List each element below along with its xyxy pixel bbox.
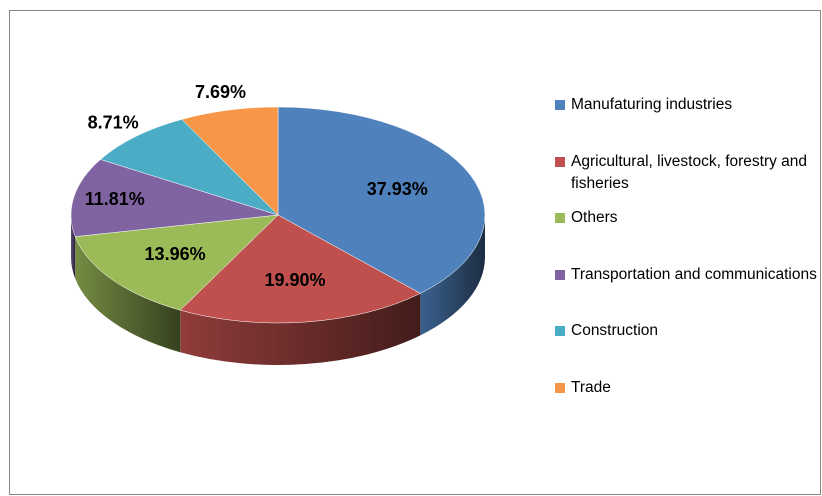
legend: Manufaturing industries Agricultural, liv…	[555, 94, 817, 434]
legend-swatch	[555, 326, 565, 337]
legend-item: Others	[555, 207, 817, 264]
data-label: 19.90%	[265, 270, 326, 290]
slice	[70, 159, 279, 237]
legend-label: Manufaturing industries	[571, 96, 733, 113]
legend-swatch	[555, 269, 565, 280]
legend-item: Manufaturing industries	[555, 94, 817, 151]
slice-side	[71, 215, 76, 279]
slice	[277, 106, 486, 294]
legend-item: Construction	[555, 320, 817, 377]
legend-label: Trade	[571, 378, 611, 396]
slice	[99, 119, 279, 216]
slice	[74, 214, 279, 311]
slice-side	[180, 293, 421, 365]
data-label: 13.96%	[145, 244, 206, 264]
data-label: 37.93%	[367, 179, 428, 199]
legend-swatch	[555, 382, 565, 393]
legend-swatch	[555, 213, 565, 224]
legend-item: Trade	[555, 377, 817, 434]
slice	[179, 214, 421, 324]
data-label: 8.71%	[88, 113, 139, 133]
legend-swatch	[555, 156, 565, 167]
legend-swatch	[555, 100, 565, 110]
slice-side	[420, 215, 485, 336]
data-label: 11.81%	[85, 189, 145, 209]
legend-label: Others	[571, 209, 618, 227]
data-label: 7.69%	[195, 82, 246, 102]
slice-side	[75, 236, 181, 353]
legend-label: Agricultural, livestock, forestry and fi…	[571, 152, 808, 192]
legend-item: Transportation and communications	[555, 264, 817, 321]
slice	[181, 106, 279, 216]
legend-label: Construction	[571, 322, 659, 340]
legend-label: Transportation and communications	[571, 265, 817, 283]
legend-item: Agricultural, livestock, forestry and fi…	[555, 151, 817, 208]
